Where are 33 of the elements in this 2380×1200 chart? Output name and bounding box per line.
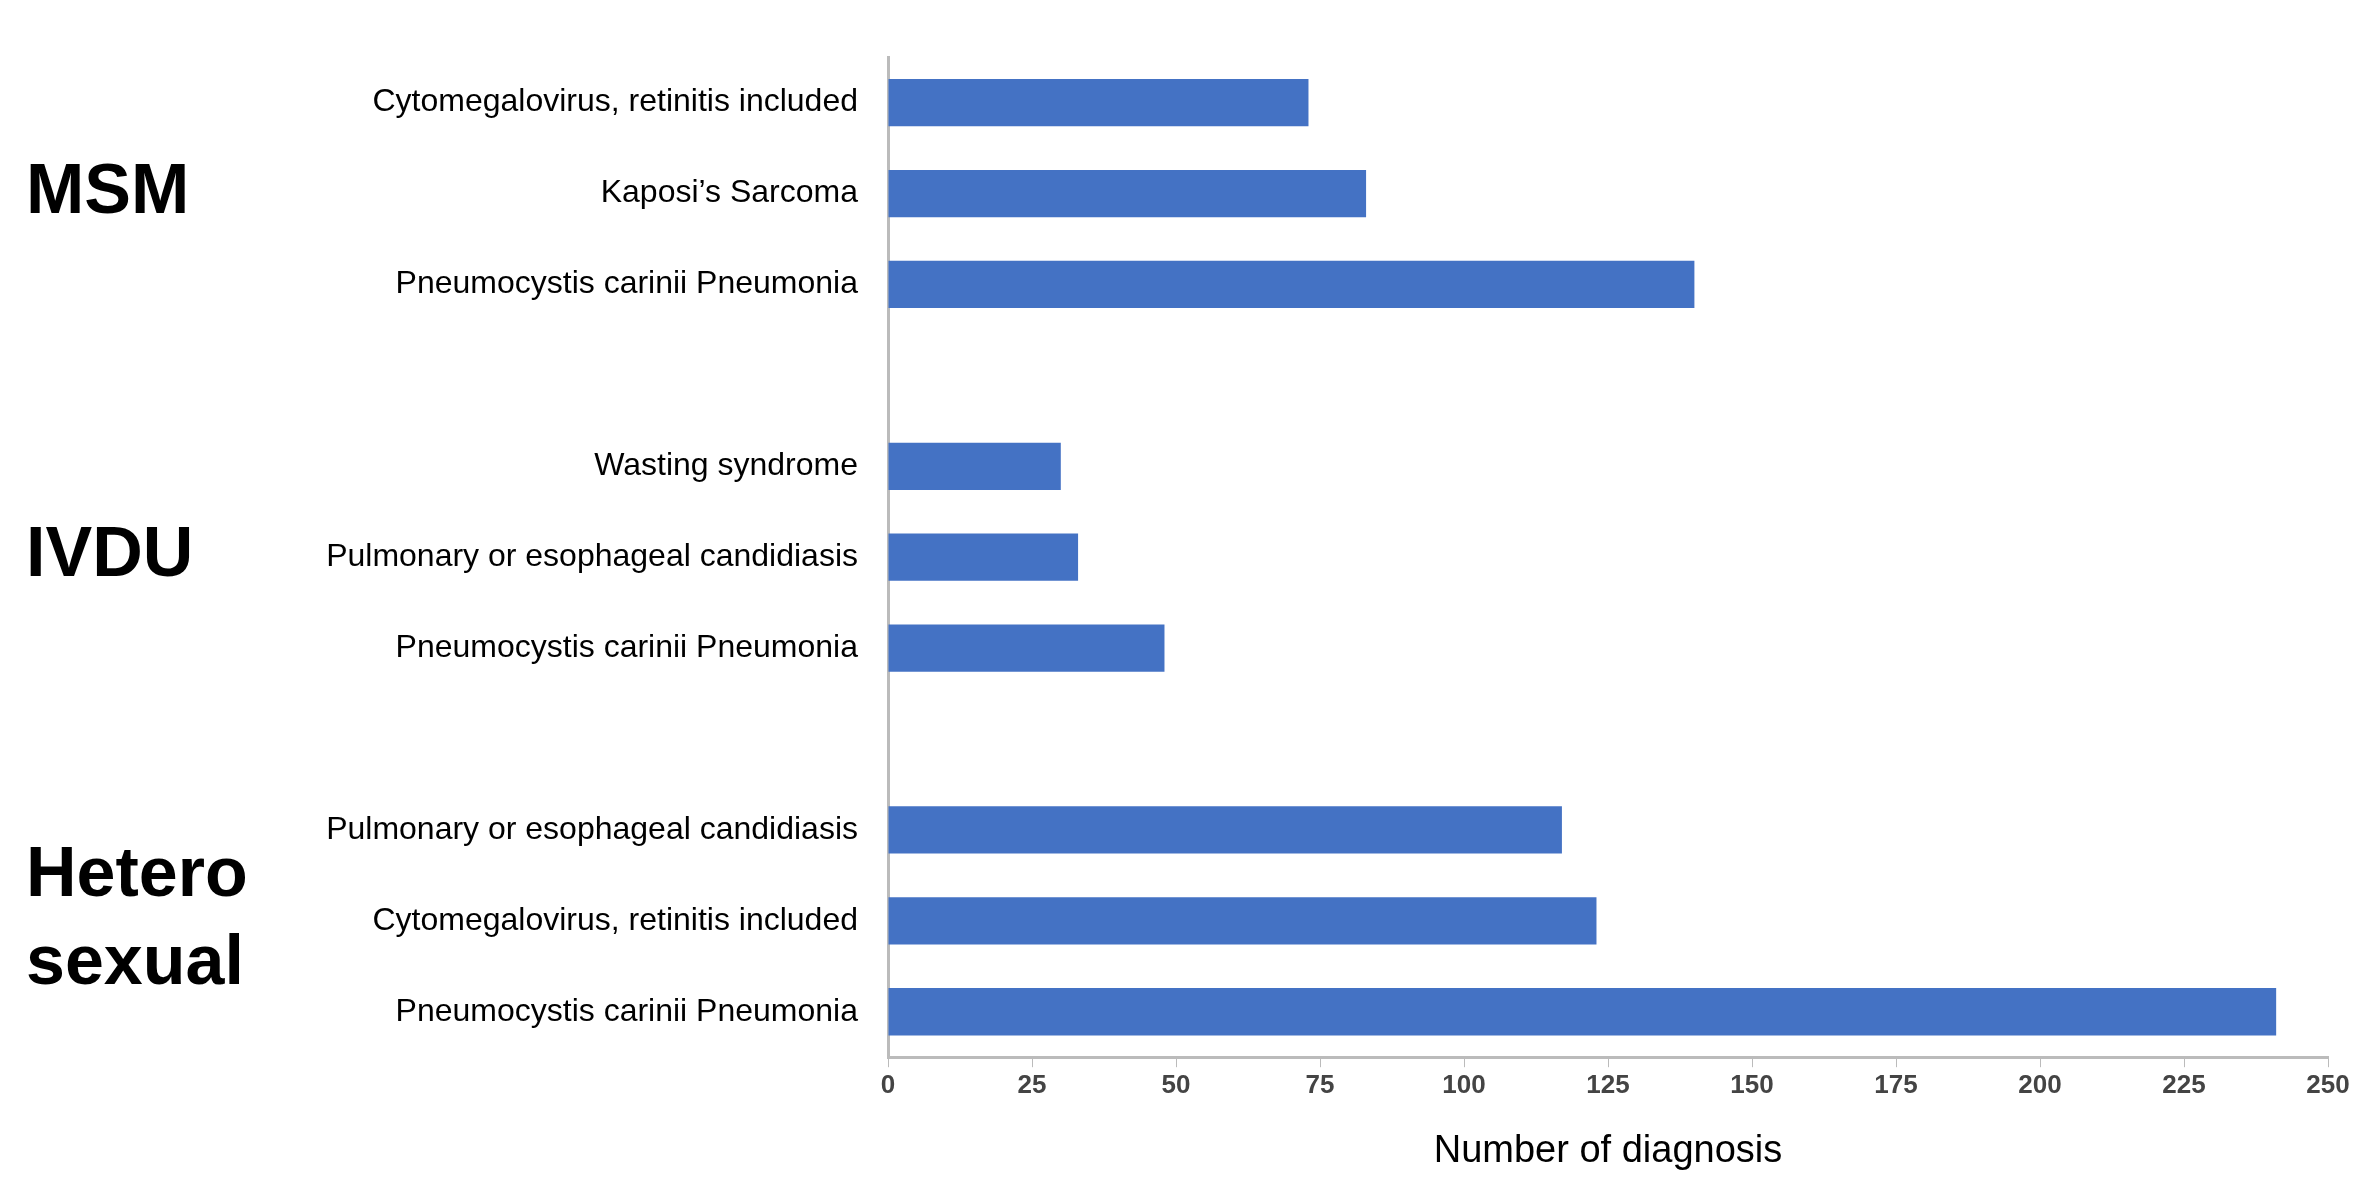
x-tick-label: 0 xyxy=(880,1068,896,1099)
bar xyxy=(888,806,1562,854)
y-tick-label: Cytomegalovirus, retinitis included xyxy=(372,82,858,119)
bar xyxy=(888,260,1695,309)
x-tick-label: 250 xyxy=(2306,1068,2350,1099)
x-tick-label: 225 xyxy=(2162,1068,2206,1099)
x-tick-label: 25 xyxy=(1017,1068,1047,1099)
bar xyxy=(888,442,1061,490)
x-tick-label: 100 xyxy=(1442,1068,1486,1099)
y-tick-label: Pneumocystis carinii Pneumonia xyxy=(395,991,859,1028)
x-tick-label: 125 xyxy=(1586,1068,1630,1099)
bar xyxy=(888,624,1165,672)
bar xyxy=(888,169,1367,218)
text: IVDU xyxy=(26,513,194,592)
y-tick-label: Kaposi’s Sarcoma xyxy=(600,173,859,210)
bar xyxy=(888,533,1079,581)
x-tick-label: 50 xyxy=(1161,1068,1191,1099)
y-tick-label: Pneumocystis carinii Pneumonia xyxy=(395,627,859,664)
y-tick-label: Wasting syndrome xyxy=(594,446,858,483)
y-tick-label: Cytomegalovirus, retinitis included xyxy=(372,900,858,937)
x-tick-label: 150 xyxy=(1730,1068,1774,1099)
y-tick-label: Pulmonary or esophageal candidiasis xyxy=(326,809,858,846)
x-tick-label: 175 xyxy=(1874,1068,1918,1099)
text: MSM xyxy=(26,149,190,228)
bar xyxy=(888,897,1597,945)
y-tick-label: Pulmonary or esophageal candidiasis xyxy=(326,537,858,574)
x-tick-label: 75 xyxy=(1305,1068,1335,1099)
y-tick-label: Pneumocystis carinii Pneumonia xyxy=(395,264,859,301)
x-axis-title: Number of diagnosis xyxy=(1433,1127,1783,1170)
bar xyxy=(888,79,1309,127)
text: Hetero sexual xyxy=(26,833,248,1000)
x-tick-label: 200 xyxy=(2018,1068,2062,1099)
bar xyxy=(888,988,2277,1036)
